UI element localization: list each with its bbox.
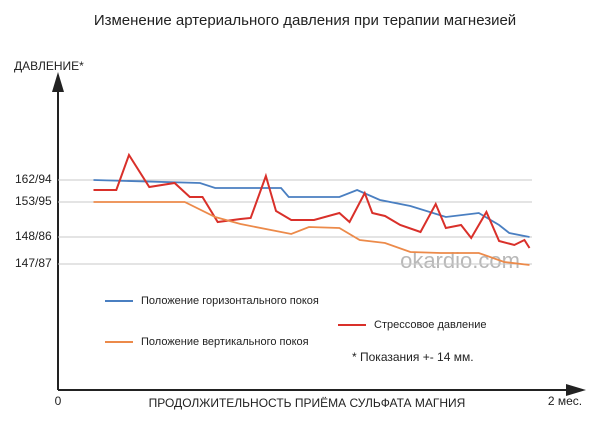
y-arrow [52,72,64,92]
series-line [93,201,530,266]
series-line [93,152,531,249]
y-tick-label: 153/95 [15,194,52,208]
x-axis-label: ПРОДОЛЖИТЕЛЬНОСТЬ ПРИЁМА СУЛЬФАТА МАГНИЯ [149,396,466,410]
legend-label: Стрессовое давление [374,319,486,331]
y-axis-label: ДАВЛЕНИЕ* [14,59,84,73]
series-line [93,179,530,238]
annotation: * Показания +- 14 мм. [352,350,474,364]
x-arrow [566,384,586,396]
chart-title: Изменение артериального давления при тер… [94,12,516,29]
y-tick-label: 162/94 [15,172,52,186]
x-tick-label: 0 [55,394,62,408]
x-tick-label: 2 мес. [548,394,582,408]
legend-label: Положение вертикального покоя [141,336,309,348]
legend-label: Положение горизонтального покоя [141,295,319,307]
y-tick-label: 148/86 [15,229,52,243]
y-tick-label: 147/87 [15,256,52,270]
